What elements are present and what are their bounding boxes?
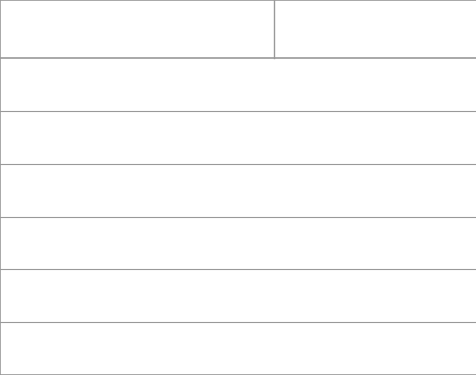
- Ellipse shape: [353, 121, 385, 154]
- Ellipse shape: [364, 132, 374, 143]
- Ellipse shape: [367, 83, 370, 86]
- Ellipse shape: [356, 336, 382, 362]
- Ellipse shape: [354, 175, 384, 206]
- Ellipse shape: [358, 338, 379, 359]
- Ellipse shape: [361, 183, 377, 198]
- Ellipse shape: [351, 225, 387, 261]
- Ellipse shape: [355, 70, 383, 99]
- Ellipse shape: [351, 278, 387, 314]
- Ellipse shape: [363, 342, 375, 355]
- Ellipse shape: [367, 135, 371, 139]
- Ellipse shape: [363, 79, 375, 90]
- Ellipse shape: [364, 343, 374, 354]
- Ellipse shape: [359, 75, 378, 94]
- Ellipse shape: [364, 186, 373, 195]
- Ellipse shape: [355, 335, 382, 362]
- Ellipse shape: [368, 189, 370, 191]
- Ellipse shape: [365, 239, 373, 247]
- Ellipse shape: [352, 173, 386, 207]
- Ellipse shape: [351, 66, 387, 103]
- Ellipse shape: [361, 235, 377, 250]
- Ellipse shape: [365, 292, 373, 299]
- Ellipse shape: [355, 334, 383, 363]
- Ellipse shape: [355, 228, 383, 258]
- Ellipse shape: [363, 237, 375, 249]
- Ellipse shape: [351, 172, 387, 208]
- Ellipse shape: [361, 182, 377, 198]
- Ellipse shape: [367, 242, 370, 244]
- Ellipse shape: [364, 290, 374, 301]
- Ellipse shape: [366, 135, 372, 140]
- Ellipse shape: [360, 234, 377, 252]
- Ellipse shape: [359, 234, 378, 252]
- Ellipse shape: [354, 333, 384, 364]
- Ellipse shape: [352, 67, 386, 102]
- Ellipse shape: [364, 291, 374, 301]
- Ellipse shape: [356, 72, 382, 97]
- Ellipse shape: [358, 338, 380, 360]
- Ellipse shape: [358, 126, 380, 148]
- Ellipse shape: [354, 69, 384, 100]
- Ellipse shape: [358, 127, 379, 148]
- Ellipse shape: [356, 124, 382, 150]
- Ellipse shape: [360, 339, 378, 358]
- Ellipse shape: [364, 344, 374, 354]
- Ellipse shape: [366, 292, 372, 299]
- Ellipse shape: [357, 284, 381, 308]
- Ellipse shape: [359, 233, 379, 253]
- Ellipse shape: [367, 135, 371, 140]
- Ellipse shape: [358, 285, 380, 307]
- Ellipse shape: [365, 186, 373, 194]
- Ellipse shape: [354, 228, 384, 258]
- Polygon shape: [357, 119, 387, 156]
- Ellipse shape: [367, 188, 371, 192]
- Ellipse shape: [367, 347, 370, 350]
- Ellipse shape: [368, 295, 370, 297]
- Ellipse shape: [361, 129, 377, 146]
- Ellipse shape: [367, 136, 370, 139]
- Ellipse shape: [367, 346, 371, 351]
- Ellipse shape: [358, 285, 379, 306]
- Ellipse shape: [364, 79, 374, 90]
- Ellipse shape: [358, 180, 379, 201]
- Ellipse shape: [357, 284, 381, 308]
- Ellipse shape: [365, 134, 373, 141]
- Text: Education: Education: [104, 237, 170, 249]
- Ellipse shape: [355, 281, 383, 310]
- Ellipse shape: [351, 330, 387, 367]
- Ellipse shape: [363, 132, 375, 143]
- Ellipse shape: [361, 130, 377, 145]
- Text: Consumer: Consumer: [103, 78, 171, 91]
- Text: Security / Safety /
Warfare: Security / Safety / Warfare: [77, 176, 196, 204]
- Ellipse shape: [365, 81, 373, 88]
- Ellipse shape: [366, 240, 372, 246]
- Ellipse shape: [362, 183, 376, 197]
- Ellipse shape: [368, 242, 370, 244]
- Ellipse shape: [366, 82, 372, 87]
- Ellipse shape: [355, 123, 383, 152]
- Ellipse shape: [352, 226, 386, 260]
- Ellipse shape: [352, 121, 386, 154]
- Ellipse shape: [351, 120, 387, 155]
- Ellipse shape: [357, 73, 380, 96]
- Ellipse shape: [355, 176, 383, 205]
- Ellipse shape: [363, 290, 375, 302]
- Ellipse shape: [354, 70, 384, 99]
- Ellipse shape: [353, 174, 385, 207]
- Ellipse shape: [367, 241, 371, 245]
- Ellipse shape: [365, 81, 373, 88]
- Ellipse shape: [361, 77, 377, 92]
- Ellipse shape: [352, 332, 386, 366]
- Ellipse shape: [362, 77, 376, 92]
- Ellipse shape: [353, 174, 385, 206]
- Ellipse shape: [364, 185, 374, 196]
- Ellipse shape: [359, 128, 378, 147]
- Ellipse shape: [353, 227, 385, 259]
- Ellipse shape: [366, 134, 372, 141]
- Ellipse shape: [360, 234, 378, 252]
- Ellipse shape: [365, 345, 373, 352]
- Ellipse shape: [364, 344, 373, 353]
- Ellipse shape: [352, 226, 386, 260]
- Ellipse shape: [364, 291, 373, 300]
